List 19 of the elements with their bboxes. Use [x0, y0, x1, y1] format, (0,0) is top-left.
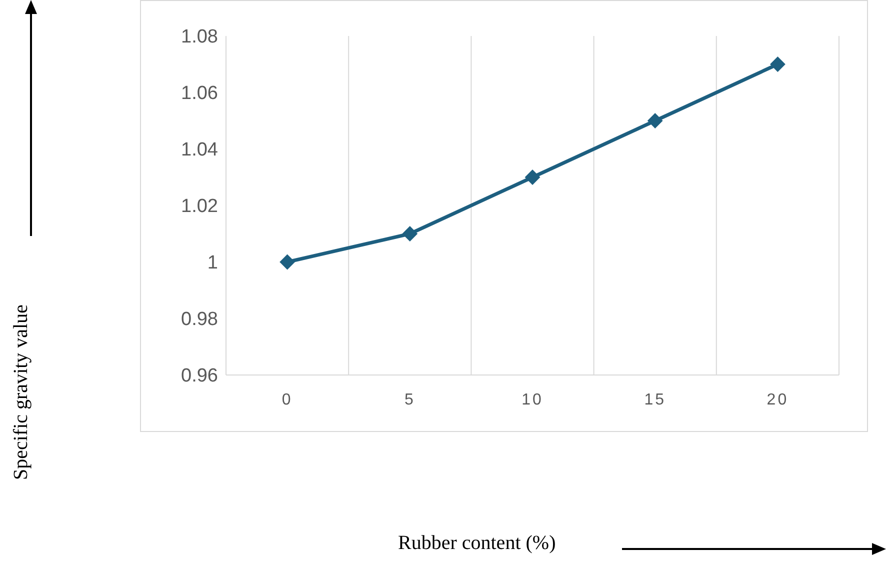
- text: Rubber content (%): [398, 532, 556, 555]
- point: [402, 226, 418, 242]
- x-tick-label: 5: [404, 391, 416, 408]
- point: [770, 56, 786, 72]
- y-tick-label: 1: [207, 252, 218, 274]
- y-tick-label: 0.96: [181, 366, 218, 387]
- x-tick-label: 10: [522, 391, 544, 408]
- point: [525, 170, 540, 185]
- point: [280, 254, 295, 270]
- text: Specific gravity value: [10, 304, 33, 480]
- x-tick-label: 15: [644, 391, 666, 408]
- x-tick-label: 0: [282, 391, 293, 408]
- x-tick-label: 20: [766, 391, 789, 408]
- y-tick-label: 1.08: [181, 26, 218, 48]
- y-tick-label: 1.04: [181, 140, 218, 161]
- y-tick-label: 0.98: [181, 309, 218, 330]
- point: [648, 113, 663, 128]
- y-tick-label: 1.02: [181, 196, 218, 218]
- y-tick-label: 1.06: [181, 83, 218, 104]
